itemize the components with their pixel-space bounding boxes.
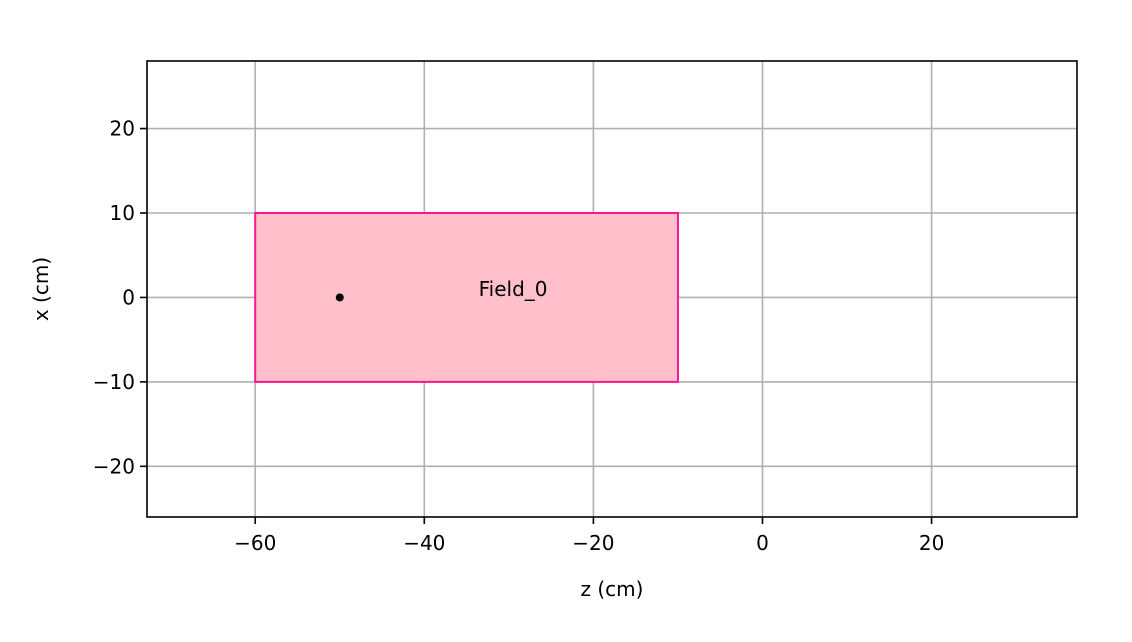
x-tick-label: −40 [403,531,445,555]
field-regions: Field_0 [254,212,679,383]
field-region-rect [254,212,679,383]
x-tick-label: −60 [234,531,276,555]
plot-frame [146,60,1078,518]
y-tick-label: 0 [122,285,135,309]
x-tick-label: −20 [572,531,614,555]
x-tick-label: 20 [919,531,944,555]
data-points [335,293,344,302]
data-point [335,293,344,302]
field-region-label: Field_0 [479,277,548,301]
y-tick-label: 20 [110,117,135,141]
y-tick-label: −10 [93,370,135,394]
x-axis-label: z (cm) [581,577,644,601]
ticks: −60 −40 −20 0 20 −20 −10 0 10 20 [93,117,945,555]
y-axis-label: x (cm) [29,257,53,321]
y-tick-label: −20 [93,454,135,478]
y-tick-label: 10 [110,201,135,225]
x-tick-label: 0 [756,531,769,555]
